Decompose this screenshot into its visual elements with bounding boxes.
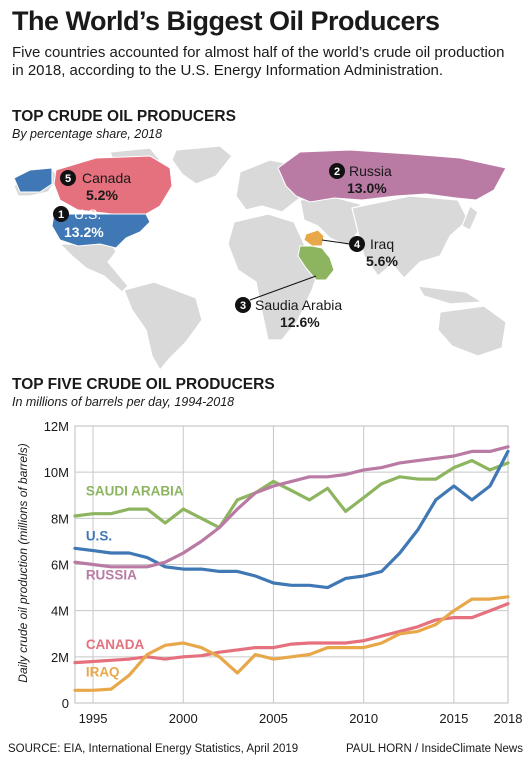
rank-badge-canada bbox=[60, 170, 76, 186]
x-tick-label: 2015 bbox=[439, 711, 468, 726]
series-label-saudi-arabia: SAUDI ARABIA bbox=[86, 483, 184, 498]
country-share-russia: 13.0% bbox=[347, 180, 387, 196]
label-us: 1 U.S. 13.2% bbox=[53, 206, 104, 240]
intro-text: Five countries accounted for almost half… bbox=[12, 44, 505, 79]
y-tick-label: 0 bbox=[62, 696, 69, 711]
series-label-canada: CANADA bbox=[86, 637, 145, 652]
page-title: The World’s Biggest Oil Producers bbox=[12, 6, 440, 36]
y-tick-label: 6M bbox=[51, 558, 69, 573]
x-tick-label: 2005 bbox=[259, 711, 288, 726]
rank-number-russia: 2 bbox=[334, 166, 340, 178]
map-us bbox=[51, 213, 151, 249]
leader-line-saudi-arabia bbox=[249, 275, 317, 301]
map-section-subtitle: By percentage share, 2018 bbox=[12, 127, 163, 141]
series-line-u-s bbox=[73, 449, 510, 590]
country-share-us: 13.2% bbox=[64, 224, 104, 240]
x-tick-label: 2010 bbox=[349, 711, 378, 726]
label-russia: 2 Russia 13.0% bbox=[329, 163, 392, 196]
series-label-u-s: U.S. bbox=[86, 528, 112, 543]
series-line-canada bbox=[73, 602, 510, 665]
world-map: 5 Canada 5.2% 1 U.S. 13.2% 2 Russia 13.0… bbox=[13, 145, 507, 370]
series-labels: SAUDI ARABIA U.S. RUSSIA CANADA IRAQ bbox=[86, 483, 184, 679]
south-america-shape bbox=[123, 281, 203, 370]
rank-number-us: 1 bbox=[58, 209, 64, 221]
gridlines bbox=[74, 425, 509, 704]
country-name-us: U.S. bbox=[74, 206, 101, 222]
source-note: SOURCE: EIA, International Energy Statis… bbox=[8, 743, 299, 755]
chart-section-title: TOP FIVE CRUDE OIL PRODUCERS bbox=[12, 376, 275, 393]
series-lines bbox=[73, 445, 510, 692]
axes: 0 2M 4M 6M 8M 10M 12M 1995 2000 2005 2010 2015 2018 bbox=[44, 419, 523, 726]
y-tick-label: 10M bbox=[44, 465, 69, 480]
chart-section-subtitle: In millions of barrels per day, 1994-201… bbox=[12, 395, 235, 409]
rank-badge-saudi-arabia bbox=[235, 297, 251, 313]
map-saudi-arabia bbox=[297, 245, 335, 281]
x-tick-label: 1995 bbox=[79, 711, 108, 726]
y-tick-label: 12M bbox=[44, 419, 69, 434]
greenland-shape bbox=[171, 145, 233, 185]
rank-badge-us bbox=[53, 206, 69, 222]
y-tick-label: 2M bbox=[51, 650, 69, 665]
series-line-iraq bbox=[73, 595, 510, 692]
leader-line-iraq bbox=[321, 239, 351, 245]
rank-badge-russia bbox=[329, 163, 345, 179]
rank-number-canada: 5 bbox=[65, 173, 71, 185]
country-share-iraq: 5.6% bbox=[366, 253, 398, 269]
asia-shape bbox=[351, 195, 469, 279]
map-alaska-us bbox=[13, 167, 53, 193]
rank-number-saudi-arabia: 3 bbox=[240, 300, 246, 312]
australia-shape bbox=[437, 305, 507, 357]
x-tick-label: 2018 bbox=[494, 711, 523, 726]
country-share-canada: 5.2% bbox=[86, 187, 118, 203]
series-line-russia bbox=[73, 445, 510, 569]
x-tick-label: 2000 bbox=[169, 711, 198, 726]
country-name-iraq: Iraq bbox=[370, 236, 394, 252]
rank-number-iraq: 4 bbox=[354, 239, 361, 251]
map-canada bbox=[53, 155, 173, 215]
credit-note: PAUL HORN / InsideClimate News bbox=[345, 743, 523, 755]
rank-badge-iraq bbox=[349, 236, 365, 252]
label-canada: 5 Canada 5.2% bbox=[60, 170, 131, 203]
country-name-russia: Russia bbox=[349, 163, 392, 179]
africa-shape bbox=[227, 213, 323, 341]
japan-shape bbox=[461, 205, 479, 231]
country-share-saudi-arabia: 12.6% bbox=[280, 314, 320, 330]
map-iraq bbox=[303, 229, 325, 247]
y-tick-label: 4M bbox=[51, 604, 69, 619]
series-line-saudi-arabia bbox=[73, 459, 510, 530]
map-russia bbox=[277, 149, 507, 203]
map-section-title: TOP CRUDE OIL PRODUCERS bbox=[12, 108, 236, 125]
series-label-iraq: IRAQ bbox=[86, 664, 120, 679]
label-saudi-arabia: 3 Saudia Arabia 12.6% bbox=[235, 275, 342, 330]
label-iraq: 4 Iraq 5.6% bbox=[321, 236, 398, 269]
series-label-russia: RUSSIA bbox=[86, 568, 137, 583]
mexico-shape bbox=[58, 243, 129, 293]
y-tick-label: 8M bbox=[51, 511, 69, 526]
y-axis-label: Daily crude oil production (millions of … bbox=[16, 443, 30, 682]
indonesia-shape bbox=[416, 285, 484, 305]
country-name-canada: Canada bbox=[82, 170, 131, 186]
country-name-saudi-arabia: Saudia Arabia bbox=[255, 297, 342, 313]
